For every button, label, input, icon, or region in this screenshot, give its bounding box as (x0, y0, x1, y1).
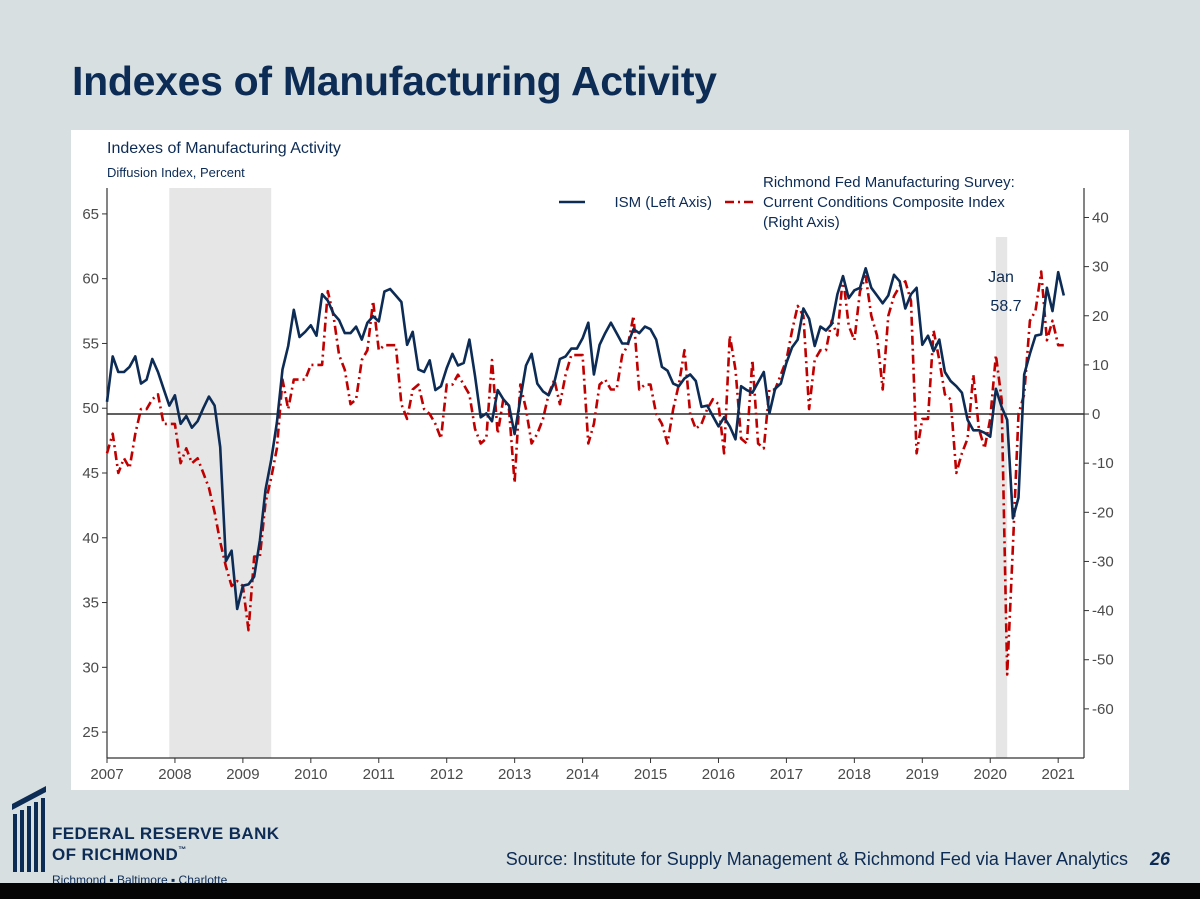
x-axis-tick-label: 2012 (430, 766, 463, 783)
page-number: 26 (1149, 849, 1170, 869)
left-axis-tick-label: 35 (82, 595, 99, 612)
right-axis-tick-label: 20 (1092, 308, 1109, 325)
x-axis-tick-label: 2007 (90, 766, 123, 783)
right-axis-tick-label: 10 (1092, 357, 1109, 374)
x-axis-tick-label: 2013 (498, 766, 531, 783)
legend-richmond-label-1: Richmond Fed Manufacturing Survey: (763, 174, 1015, 191)
left-axis-tick-label: 55 (82, 335, 99, 352)
x-axis-tick-label: 2016 (702, 766, 735, 783)
slide-title: Indexes of Manufacturing Activity (72, 58, 717, 104)
series-lines (105, 267, 1066, 676)
axes: 25 30 35 40 45 50 55 60 65 -60 -50 -40 -30 -20 -10 0 10 2… (82, 188, 1114, 783)
left-axis-tick-label: 65 (82, 206, 99, 223)
legend-ism-label: ISM (Left Axis) (614, 194, 712, 211)
logo-trademark: ™ (178, 845, 187, 854)
left-axis-tick-label: 40 (82, 530, 99, 547)
logo-text-line-2: OF RICHMOND™ (52, 845, 187, 865)
x-axis-tick-label: 2017 (770, 766, 803, 783)
richmond-series-line (105, 270, 1064, 676)
chart-panel: 25 30 35 40 45 50 55 60 65 -60 -50 -40 -30 -20 -10 0 10 2… (71, 130, 1129, 790)
recession-bands (169, 188, 1008, 758)
x-axis-tick-label: 2021 (1041, 766, 1074, 783)
annotation-value: 58.7 (990, 298, 1021, 315)
logo-text-line-1: FEDERAL RESERVE BANK (52, 824, 280, 843)
left-axis-tick-label: 30 (82, 659, 99, 676)
annotation-month: Jan (988, 269, 1014, 286)
left-axis-tick-label: 45 (82, 465, 99, 482)
federal-reserve-logo: FEDERAL RESERVE BANK OF RICHMOND™ Richmo… (10, 784, 279, 887)
right-axis-tick-label: -50 (1092, 652, 1114, 669)
legend-richmond-label-2: Current Conditions Composite Index (763, 194, 1005, 211)
source-note: Source: Institute for Supply Management … (505, 849, 1128, 869)
right-axis-tick-label: -30 (1092, 553, 1114, 570)
right-axis-tick-label: -20 (1092, 504, 1114, 521)
left-axis-tick-label: 50 (82, 400, 99, 417)
right-axis-tick-label: 30 (1092, 259, 1109, 276)
chart-title: Indexes of Manufacturing Activity (107, 140, 341, 157)
ism-series-line (105, 267, 1066, 611)
left-axis-tick-label: 60 (82, 271, 99, 288)
chart-subtitle: Diffusion Index, Percent (107, 165, 245, 180)
x-axis-tick-label: 2010 (294, 766, 327, 783)
x-axis-tick-label: 2014 (566, 766, 599, 783)
left-axis-tick-label: 25 (82, 724, 99, 741)
x-axis-tick-label: 2019 (906, 766, 939, 783)
x-axis-tick-label: 2015 (634, 766, 667, 783)
recession-band (995, 237, 1008, 758)
x-axis-tick-label: 2018 (838, 766, 871, 783)
x-axis-tick-label: 2008 (158, 766, 191, 783)
right-axis-tick-label: 0 (1092, 406, 1100, 423)
right-axis-tick-label: 40 (1092, 209, 1109, 226)
columns-logo-icon (12, 786, 46, 872)
bottom-bar (0, 883, 1200, 899)
x-axis-tick-label: 2020 (974, 766, 1007, 783)
chart: 25 30 35 40 45 50 55 60 65 -60 -50 -40 -30 -20 -10 0 10 2… (82, 140, 1114, 783)
logo-text-richmond: OF RICHMOND (52, 845, 179, 864)
legend: ISM (Left Axis) Richmond Fed Manufacturi… (559, 174, 1015, 231)
legend-richmond-label-3: (Right Axis) (763, 214, 840, 231)
right-axis-tick-label: -10 (1092, 455, 1114, 472)
right-axis-tick-label: -60 (1092, 701, 1114, 718)
x-axis-tick-label: 2011 (363, 766, 395, 783)
x-axis-tick-label: 2009 (226, 766, 259, 783)
right-axis-tick-label: -40 (1092, 603, 1114, 620)
